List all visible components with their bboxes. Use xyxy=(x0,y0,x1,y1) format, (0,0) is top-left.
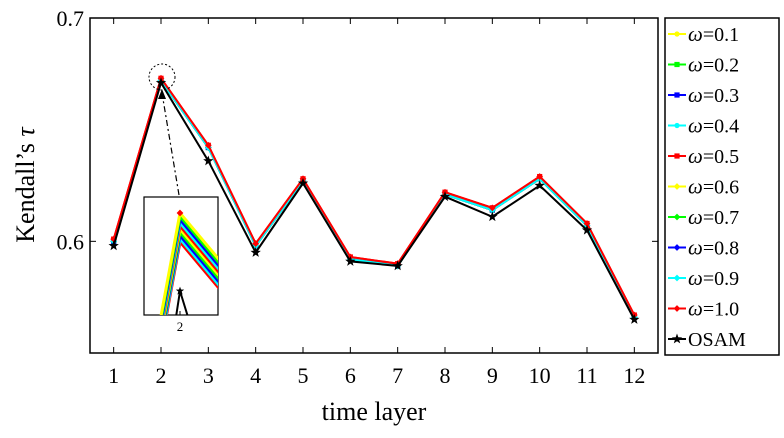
data-point xyxy=(534,180,545,190)
data-point xyxy=(108,240,119,251)
legend-swatch-marker xyxy=(673,274,681,282)
legend-label: ω=0.1 xyxy=(688,22,739,46)
legend-label: ω=0.2 xyxy=(688,53,739,77)
legend-label: ω=0.6 xyxy=(688,175,739,199)
zoom-arrowhead xyxy=(158,89,166,99)
x-axis-title: time layer xyxy=(322,397,427,426)
x-tick-label: 6 xyxy=(345,363,356,388)
data-point xyxy=(439,191,451,202)
legend-item: ω=1.0 xyxy=(668,297,739,321)
legend-item: ω=0.1 xyxy=(668,22,739,46)
data-point xyxy=(581,224,593,235)
data-point xyxy=(252,240,260,247)
inset-series xyxy=(159,209,218,315)
legend-swatch-marker xyxy=(674,92,680,98)
data-point xyxy=(345,255,356,266)
legend-item: ω=0.8 xyxy=(668,236,739,260)
inset-peak-point xyxy=(176,209,184,217)
inset-osam-point xyxy=(175,286,185,295)
legend-swatch-marker xyxy=(674,122,680,129)
legend-label: ω=0.7 xyxy=(688,205,739,229)
x-tick-label: 12 xyxy=(623,363,645,388)
legend-label: ω=0.5 xyxy=(688,144,739,168)
data-point xyxy=(488,204,496,212)
y-axis-title-symbol: τ xyxy=(11,126,40,137)
legend-swatch-marker xyxy=(673,213,681,221)
series-line xyxy=(112,78,636,318)
axis-tick-labels: 1 2 3 4 5 6 7 8 9 10 11 120.60.7 xyxy=(57,6,646,388)
legend-item: ω=0.3 xyxy=(668,83,739,107)
y-axis-title: Kendall’s τ xyxy=(11,126,40,243)
legend-label: ω=0.3 xyxy=(688,83,739,107)
legend: ω=0.1 ω=0.2 ω=0.3 ω=0.4 ω=0.5 ω=0.6 ω=0.7 ω=0.8… xyxy=(668,22,746,351)
x-tick-label: 3 xyxy=(203,363,214,388)
data-point xyxy=(203,155,214,166)
legend-swatch-marker xyxy=(673,305,681,312)
y-axis-title-prefix: Kendall’s xyxy=(11,137,40,243)
legend-item: ω=0.9 xyxy=(668,266,739,290)
legend-item: ω=0.2 xyxy=(668,53,739,77)
legend-label: ω=1.0 xyxy=(688,297,739,321)
series-line xyxy=(112,76,636,316)
y-tick-label: 0.7 xyxy=(57,6,85,31)
legend-swatch-marker xyxy=(674,153,680,159)
legend-label: ω=0.9 xyxy=(688,266,739,290)
inset-tick-label: 2 xyxy=(177,319,184,334)
y-tick-label: 0.6 xyxy=(57,229,85,254)
data-point xyxy=(250,247,261,257)
legend-label: ω=0.8 xyxy=(688,236,739,260)
legend-swatch-marker xyxy=(671,333,683,344)
data-point xyxy=(583,220,591,227)
legend-label: ω=0.4 xyxy=(688,114,739,138)
legend-item: ω=0.5 xyxy=(668,144,739,168)
data-point xyxy=(392,260,403,271)
x-tick-label: 1 xyxy=(108,363,119,388)
series-line xyxy=(112,80,636,320)
legend-swatch-marker xyxy=(674,61,680,68)
x-tick-label: 9 xyxy=(487,363,498,388)
legend-item: ω=0.4 xyxy=(668,114,739,138)
data-point xyxy=(536,173,544,180)
legend-swatch-marker xyxy=(674,31,680,37)
data-point xyxy=(297,177,309,188)
legend-item: OSAM xyxy=(668,329,746,351)
axis-ticks xyxy=(90,17,658,353)
series-group xyxy=(108,74,640,324)
x-tick-label: 4 xyxy=(250,363,261,388)
x-tick-label: 7 xyxy=(392,363,403,388)
x-tick-label: 8 xyxy=(440,363,451,388)
x-tick-label: 11 xyxy=(576,363,597,388)
data-point xyxy=(155,77,167,88)
data-point xyxy=(629,314,640,324)
legend-swatch-marker xyxy=(673,244,681,251)
x-tick-label: 10 xyxy=(529,363,551,388)
legend-item: ω=0.7 xyxy=(668,205,739,229)
legend-label: OSAM xyxy=(688,329,746,351)
zoom-arrow-line xyxy=(161,92,180,196)
data-point xyxy=(487,211,498,222)
x-tick-label: 2 xyxy=(156,363,167,388)
legend-swatch-marker xyxy=(673,183,681,190)
series-osam xyxy=(108,77,640,324)
data-point xyxy=(204,141,212,149)
legend-item: ω=0.6 xyxy=(668,175,739,199)
x-tick-label: 5 xyxy=(298,363,309,388)
